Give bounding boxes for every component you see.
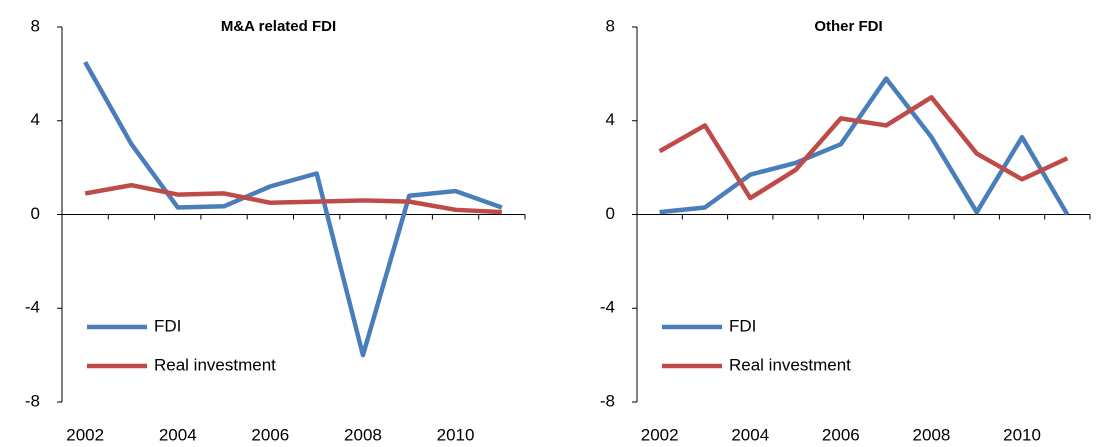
y-tick-label: 8 [606, 16, 615, 35]
y-tick-label: 8 [31, 16, 40, 35]
y-tick-label: 0 [31, 204, 40, 223]
x-tick-label: 2004 [731, 425, 769, 444]
y-tick-label: 4 [606, 110, 615, 129]
x-tick-label: 2008 [913, 425, 951, 444]
x-tick-label: 2010 [1003, 425, 1041, 444]
x-tick-label: 2010 [437, 425, 475, 444]
legend-label: Real investment [154, 355, 276, 374]
x-tick-label: 2006 [251, 425, 289, 444]
x-tick-label: 2002 [66, 425, 104, 444]
y-tick-label: -8 [25, 391, 40, 410]
series-line [83, 61, 503, 358]
y-tick-label: 4 [31, 110, 40, 129]
y-tick-label: -4 [600, 298, 615, 317]
legend-label: FDI [154, 316, 181, 335]
series-line [84, 182, 502, 215]
x-tick-label: 2002 [641, 425, 679, 444]
chart-title: Other FDI [814, 18, 882, 35]
x-tick-label: 2008 [344, 425, 382, 444]
series-line [659, 76, 1070, 216]
y-tick-label: -4 [25, 298, 40, 317]
legend-label: FDI [729, 316, 756, 335]
series-line [658, 95, 1069, 201]
y-tick-label: 0 [606, 204, 615, 223]
legend-label: Real investment [729, 355, 851, 374]
y-tick-label: -8 [600, 391, 615, 410]
chart-title: M&A related FDI [221, 18, 336, 35]
x-tick-label: 2004 [159, 425, 197, 444]
x-tick-label: 2006 [822, 425, 860, 444]
